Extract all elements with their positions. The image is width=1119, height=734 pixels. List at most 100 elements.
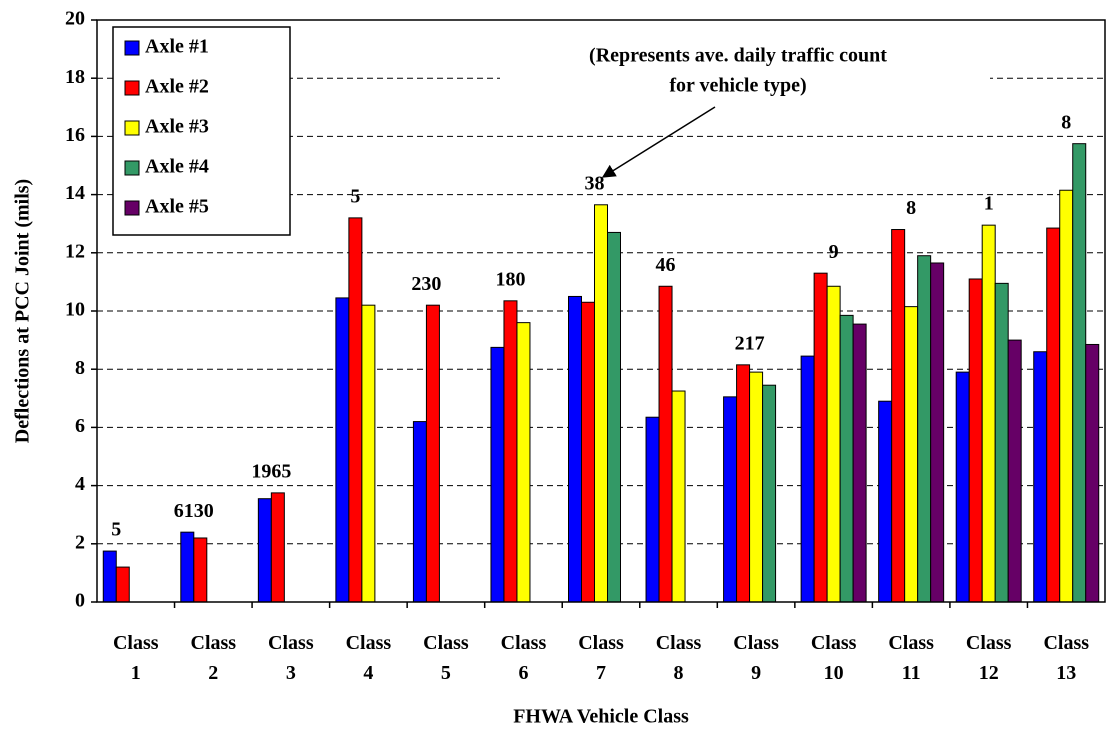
x-tick-label: Class 3: [268, 632, 314, 684]
bar: [180, 531, 195, 603]
x-tick-label: Class 10: [811, 632, 857, 684]
traffic-count: 5: [111, 519, 121, 541]
x-tick-label: Class 4: [346, 632, 392, 684]
annotation-line: (Represents ave. daily traffic count: [589, 45, 887, 67]
x-tick-label: Class 1: [113, 632, 159, 684]
bar: [1059, 189, 1074, 603]
bar: [671, 390, 686, 603]
bar: [516, 322, 531, 603]
bar: [607, 231, 621, 603]
traffic-count: 1965: [251, 460, 291, 482]
y-tick-label: 0: [75, 590, 85, 612]
bar: [490, 346, 505, 603]
x-tick-label: Class 9: [733, 632, 779, 684]
x-tick-label: Class 11: [888, 632, 934, 684]
traffic-count: 8: [906, 197, 916, 219]
y-tick-label: 2: [75, 531, 85, 553]
y-axis-label: Deflections at PCC Joint (mils): [12, 179, 34, 443]
bar: [878, 400, 893, 603]
plot-frame: [96, 19, 1106, 603]
x-tick-label: Class 7: [578, 632, 624, 684]
bar: [594, 204, 608, 603]
traffic-count: 46: [656, 254, 676, 276]
bar: [270, 492, 285, 603]
bar: [904, 306, 919, 603]
x-tick-label: Class 5: [423, 632, 469, 684]
bars: [102, 143, 1100, 603]
bar: [1085, 343, 1100, 603]
bar: [749, 371, 764, 603]
bar: [503, 300, 518, 603]
bar: [891, 229, 906, 603]
bar: [348, 217, 363, 603]
legend-swatch: [124, 40, 140, 56]
y-tick-label: 6: [75, 415, 85, 437]
bar: [658, 285, 673, 603]
bar: [955, 371, 970, 603]
y-tick-label: 16: [65, 124, 85, 146]
annotation-bg: [500, 40, 990, 112]
bar: [1033, 351, 1048, 603]
bar: [800, 355, 815, 603]
bar: [257, 498, 272, 603]
y-tick-label: 10: [65, 299, 85, 321]
bar: [335, 297, 350, 603]
bar: [102, 550, 117, 603]
x-tick-label: Class 2: [191, 632, 237, 684]
bar: [826, 285, 841, 603]
legend-label: Axle #2: [145, 76, 209, 98]
bar: [852, 323, 867, 603]
legend-label: Axle #4: [145, 156, 209, 178]
x-tick-label: Class 8: [656, 632, 702, 684]
bar: [645, 416, 660, 603]
y-tick-label: 4: [75, 473, 85, 495]
traffic-count: 38: [585, 172, 605, 194]
legend-label: Axle #3: [145, 116, 209, 138]
x-tick-label: Class 12: [966, 632, 1012, 684]
bar: [762, 384, 777, 603]
y-tick-label: 20: [65, 8, 85, 30]
bar: [723, 396, 738, 603]
bar: [361, 304, 376, 603]
legend-label: Axle #1: [145, 36, 209, 58]
traffic-count: 1: [984, 193, 994, 215]
y-tick-label: 14: [65, 182, 85, 204]
legend-swatch: [124, 160, 140, 176]
bar: [568, 295, 582, 603]
bar: [1007, 339, 1022, 603]
x-axis-label: FHWA Vehicle Class: [513, 706, 689, 728]
y-tick-label: 18: [65, 66, 85, 88]
bar: [994, 282, 1009, 603]
bar: [193, 537, 208, 603]
annotation-line: for vehicle type): [669, 75, 806, 97]
traffic-count: 9: [829, 241, 839, 263]
traffic-count: 217: [735, 332, 765, 354]
bar: [736, 364, 751, 603]
bar: [425, 304, 440, 603]
bar: [813, 272, 828, 603]
legend-swatch: [124, 200, 140, 216]
legend: Axle #1 Axle #2 Axle #3 Axle #4 Axle #5: [112, 26, 291, 236]
legend-box: [112, 26, 291, 236]
x-tick-label: Class 6: [501, 632, 547, 684]
y-tick-label: 8: [75, 357, 85, 379]
traffic-count: 8: [1061, 111, 1071, 133]
traffic-count: 5: [350, 185, 360, 207]
bar: [917, 255, 932, 603]
legend-label: Axle #5: [145, 196, 209, 218]
traffic-count: 180: [495, 268, 525, 290]
bar: [1072, 143, 1087, 603]
legend-swatch: [124, 80, 140, 96]
bar: [981, 224, 996, 603]
traffic-count: 6130: [174, 500, 214, 522]
bar: [930, 262, 945, 603]
annotation-arrow: [601, 106, 716, 178]
legend-swatch: [124, 120, 140, 136]
x-tick-label: Class 13: [1043, 632, 1089, 684]
bar: [839, 314, 854, 603]
bar: [115, 566, 130, 603]
bar: [412, 421, 427, 603]
bar: [581, 301, 595, 603]
y-tick-label: 12: [65, 240, 85, 262]
